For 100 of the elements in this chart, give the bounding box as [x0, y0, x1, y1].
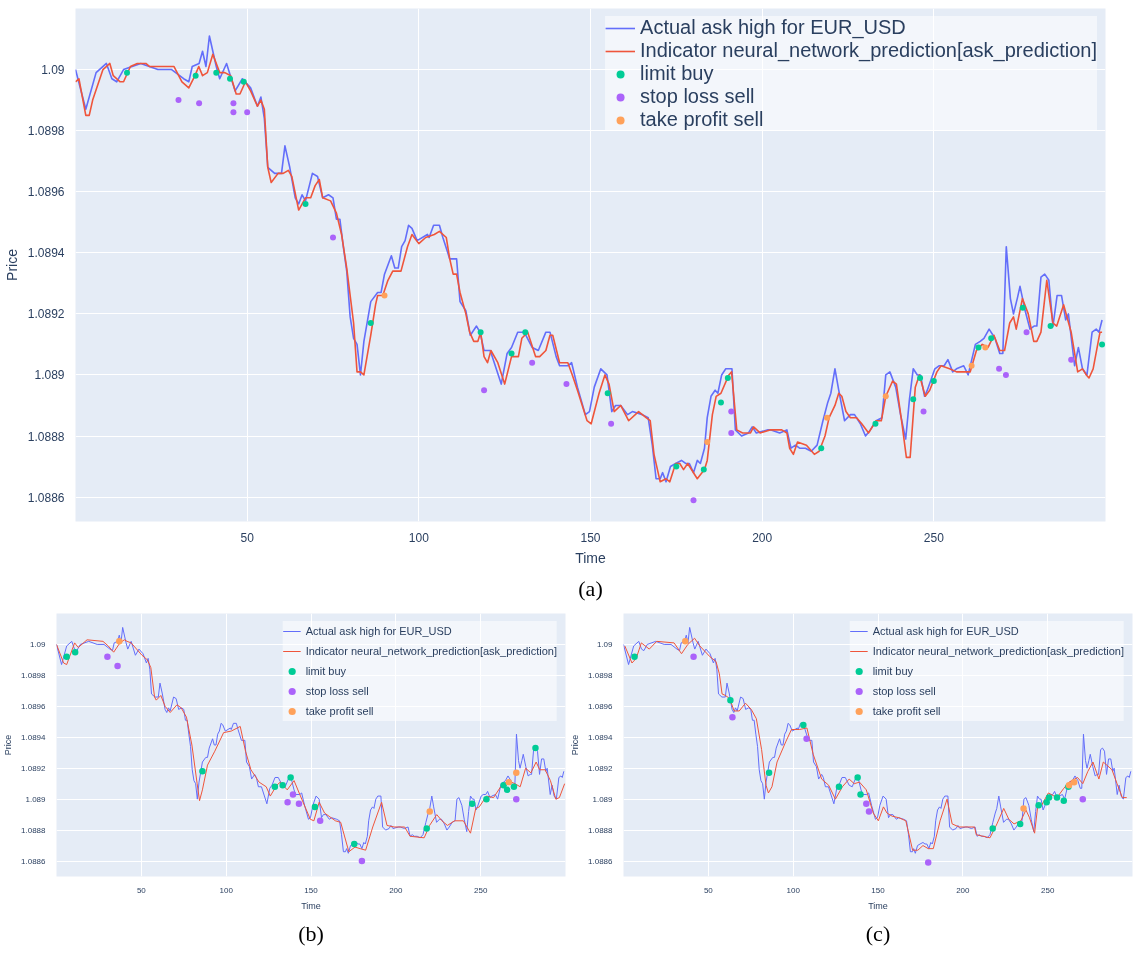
point [423, 825, 430, 832]
point [295, 800, 303, 808]
point [724, 374, 731, 381]
point [690, 653, 697, 661]
point [483, 795, 490, 803]
point [192, 72, 199, 79]
legend-label: limit buy [872, 665, 914, 677]
point [717, 399, 724, 406]
legend-label: Actual ask high for EUR_USD [872, 625, 1019, 637]
x-tick-label: 150 [304, 885, 319, 895]
point [673, 463, 680, 470]
point [728, 429, 735, 436]
x-tick-label: 50 [703, 885, 714, 895]
legend-label: Actual ask high for EUR_USD [640, 16, 906, 39]
point [302, 200, 309, 207]
point [1099, 341, 1106, 348]
point [727, 696, 734, 704]
y-tick-label: 1.0898 [21, 670, 47, 680]
point [728, 408, 735, 415]
y-tick-label: 1.0886 [27, 490, 65, 505]
legend-label: take profit sell [305, 705, 374, 717]
point [213, 69, 220, 76]
point [381, 292, 388, 299]
point [1079, 795, 1087, 803]
point [510, 783, 518, 791]
y-tick-label: 1.0894 [27, 246, 65, 261]
point [1068, 356, 1075, 363]
point [604, 390, 611, 397]
point [271, 783, 279, 791]
point [1047, 323, 1054, 330]
text: (a) [578, 575, 603, 601]
x-tick-label: 200 [752, 530, 773, 545]
point [508, 350, 515, 357]
point [1020, 805, 1027, 812]
point [500, 781, 507, 789]
point [284, 799, 291, 806]
point [287, 774, 294, 781]
point [513, 769, 520, 777]
point [244, 109, 251, 116]
point [872, 420, 879, 427]
point [1045, 794, 1053, 801]
y-tick-label: 1.09 [41, 63, 65, 78]
point [924, 859, 932, 866]
legend-label: Actual ask high for EUR_USD [305, 625, 452, 637]
y-tick-label: 1.0892 [21, 763, 47, 773]
point [765, 769, 773, 777]
point [196, 100, 203, 107]
y-tick-label: 1.0886 [588, 856, 614, 866]
point [468, 800, 476, 808]
point [682, 638, 689, 645]
point [1070, 778, 1078, 786]
y-tick-label: 1.0894 [21, 732, 47, 742]
legend-label: take profit sell [640, 108, 764, 131]
point [988, 335, 995, 342]
point [1016, 820, 1024, 828]
point [1035, 802, 1042, 809]
x-tick-label: 50 [136, 885, 147, 895]
point [175, 97, 182, 104]
point [1019, 304, 1026, 311]
point [989, 825, 996, 832]
point [690, 497, 697, 504]
point [114, 662, 121, 670]
point [330, 234, 336, 241]
legend-label: limit buy [305, 665, 347, 677]
point [240, 78, 247, 85]
y-tick-label: 1.0886 [21, 856, 47, 866]
point [289, 791, 297, 798]
point [968, 362, 975, 369]
y-tick-label: 1.089 [25, 794, 47, 804]
legend-label: stop loss sell [872, 685, 936, 697]
legend-label: Indicator neural_network_prediction[ask_prediction] [640, 39, 1097, 62]
y-tick-label: 1.0896 [27, 185, 65, 200]
point [426, 808, 434, 815]
legend-label: take profit sell [872, 705, 941, 717]
text: (c) [865, 920, 891, 946]
point [1002, 371, 1009, 378]
x-tick-label: 150 [871, 885, 886, 895]
x-axis-title: Time [868, 900, 888, 911]
y-axis-title: Price [570, 734, 581, 756]
point [982, 344, 989, 351]
y-tick-label: 1.0892 [588, 763, 614, 773]
x-tick-label: 200 [389, 885, 404, 895]
point [854, 774, 861, 781]
point [63, 653, 70, 661]
point [631, 653, 638, 661]
point [532, 744, 539, 752]
point [800, 721, 807, 729]
x-axis-title: Time [575, 549, 607, 566]
x-tick-label: 50 [240, 530, 255, 545]
legend-label: Indicator neural_network_prediction[ask_prediction] [872, 645, 1124, 657]
point [230, 109, 237, 116]
point [311, 803, 319, 811]
point [910, 396, 917, 403]
x-tick-label: 100 [219, 885, 234, 895]
point [729, 713, 736, 721]
x-tick-label: 250 [473, 885, 488, 895]
y-tick-label: 1.0892 [27, 307, 65, 322]
y-tick-label: 1.089 [592, 794, 614, 804]
y-axis-title: Price [3, 248, 20, 281]
x-axis-title: Time [301, 900, 321, 911]
